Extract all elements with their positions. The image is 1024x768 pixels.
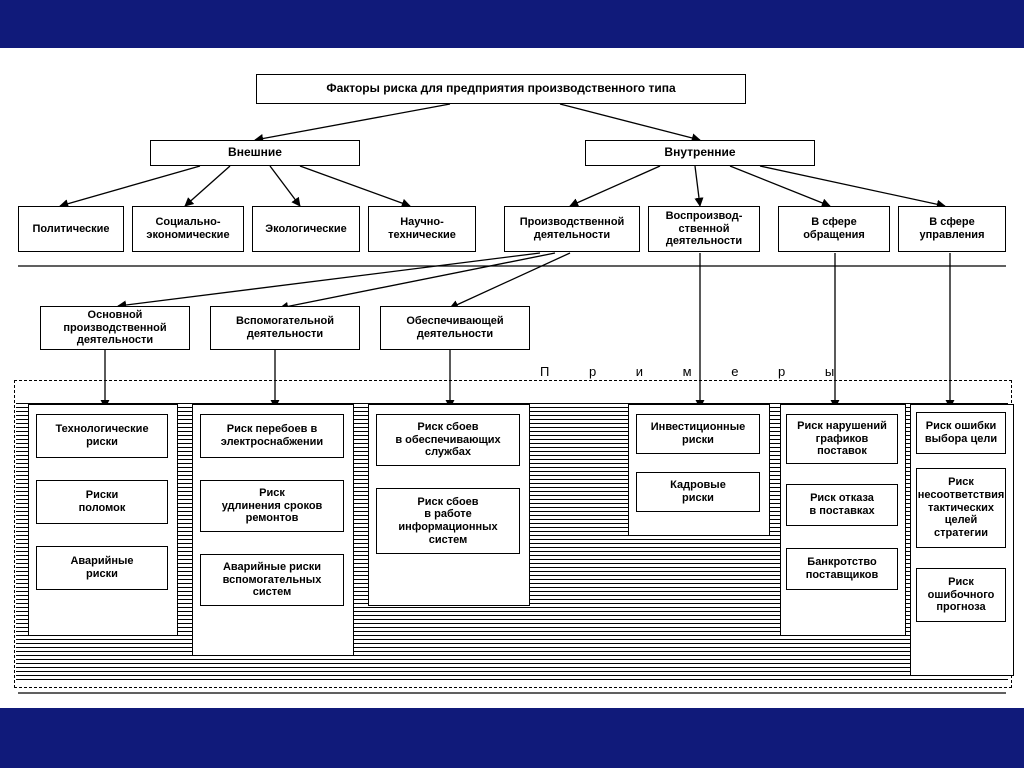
node-ext-2-label: Экологические [265, 223, 346, 236]
ex-c4-1: Кадровыериски [636, 472, 760, 512]
node-ext-1-label: Социально-экономические [146, 216, 229, 241]
node-int-1-label: Воспроизвод-ственнойдеятельности [666, 210, 743, 248]
ex-c5-0-label: Риск нарушенийграфиковпоставок [797, 420, 887, 458]
node-int-0-label: Производственнойдеятельности [520, 216, 625, 241]
ex-c6-1-label: Рискнесоответствиятактическихцелейстрате… [918, 476, 1005, 539]
ex-c6-2-label: Рискошибочногопрогноза [928, 576, 995, 614]
node-root: Факторы риска для предприятия производст… [256, 74, 746, 104]
node-int-2-label: В сфереобращения [803, 216, 865, 241]
node-prod-2: Обеспечивающейдеятельности [380, 306, 530, 350]
top-band [0, 0, 1024, 48]
ex-c2-1: Рискудлинения сроковремонтов [200, 480, 344, 532]
ex-c5-0: Риск нарушенийграфиковпоставок [786, 414, 898, 464]
node-ext-0-label: Политические [32, 223, 109, 236]
ex-c4-0-label: Инвестиционныериски [651, 421, 745, 446]
node-int-1: Воспроизвод-ственнойдеятельности [648, 206, 760, 252]
ex-c2-2: Аварийные рискивспомогательныхсистем [200, 554, 344, 606]
node-int-0: Производственнойдеятельности [504, 206, 640, 252]
node-ext-3: Научно-технические [368, 206, 476, 252]
node-prod-0-label: Основнойпроизводственнойдеятельности [63, 309, 166, 347]
node-root-label: Факторы риска для предприятия производст… [326, 82, 675, 96]
ex-c5-1: Риск отказав поставках [786, 484, 898, 526]
examples-section-label: П р и м е р ы [540, 364, 852, 379]
ex-c2-2-label: Аварийные рискивспомогательныхсистем [223, 561, 322, 599]
ex-c2-0-label: Риск перебоев вэлектроснабжении [221, 423, 323, 448]
ex-c1-0-label: Технологическиериски [55, 423, 148, 448]
ex-c2-1-label: Рискудлинения сроковремонтов [222, 487, 323, 525]
ex-c2-0: Риск перебоев вэлектроснабжении [200, 414, 344, 458]
ex-c3-0: Риск сбоевв обеспечивающихслужбах [376, 414, 520, 466]
ex-c1-1: Рискиполомок [36, 480, 168, 524]
node-external-label: Внешние [228, 146, 282, 160]
ex-c1-2-label: Аварийныериски [70, 555, 133, 580]
node-internal-label: Внутренние [664, 146, 735, 160]
node-prod-1-label: Вспомогательнойдеятельности [236, 315, 334, 340]
ex-c4-0: Инвестиционныериски [636, 414, 760, 454]
ex-c6-1: Рискнесоответствиятактическихцелейстрате… [916, 468, 1006, 548]
ex-c4-1-label: Кадровыериски [670, 479, 726, 504]
node-int-2: В сфереобращения [778, 206, 890, 252]
ex-c5-2: Банкротствопоставщиков [786, 548, 898, 590]
ex-c1-0: Технологическиериски [36, 414, 168, 458]
ex-c3-0-label: Риск сбоевв обеспечивающихслужбах [395, 421, 500, 459]
ex-c1-1-label: Рискиполомок [79, 489, 126, 514]
node-prod-0: Основнойпроизводственнойдеятельности [40, 306, 190, 350]
node-ext-2: Экологические [252, 206, 360, 252]
node-internal: Внутренние [585, 140, 815, 166]
node-ext-1: Социально-экономические [132, 206, 244, 252]
page: Факторы риска для предприятия производст… [0, 0, 1024, 768]
ex-c6-0-label: Риск ошибкивыбора цели [925, 420, 997, 445]
ex-c3-1-label: Риск сбоевв работеинформационныхсистем [398, 496, 497, 547]
node-ext-3-label: Научно-технические [388, 216, 456, 241]
node-int-3-label: В сфереуправления [919, 216, 984, 241]
ex-c5-1-label: Риск отказав поставках [809, 492, 874, 517]
node-int-3: В сфереуправления [898, 206, 1006, 252]
ex-c3-1: Риск сбоевв работеинформационныхсистем [376, 488, 520, 554]
ex-c1-2: Аварийныериски [36, 546, 168, 590]
ex-c5-2-label: Банкротствопоставщиков [806, 556, 879, 581]
diagram-canvas: Факторы риска для предприятия производст… [0, 48, 1024, 768]
node-external: Внешние [150, 140, 360, 166]
node-ext-0: Политические [18, 206, 124, 252]
ex-c6-0: Риск ошибкивыбора цели [916, 412, 1006, 454]
node-prod-2-label: Обеспечивающейдеятельности [406, 315, 503, 340]
ex-c6-2: Рискошибочногопрогноза [916, 568, 1006, 622]
node-prod-1: Вспомогательнойдеятельности [210, 306, 360, 350]
bottom-band [0, 708, 1024, 768]
